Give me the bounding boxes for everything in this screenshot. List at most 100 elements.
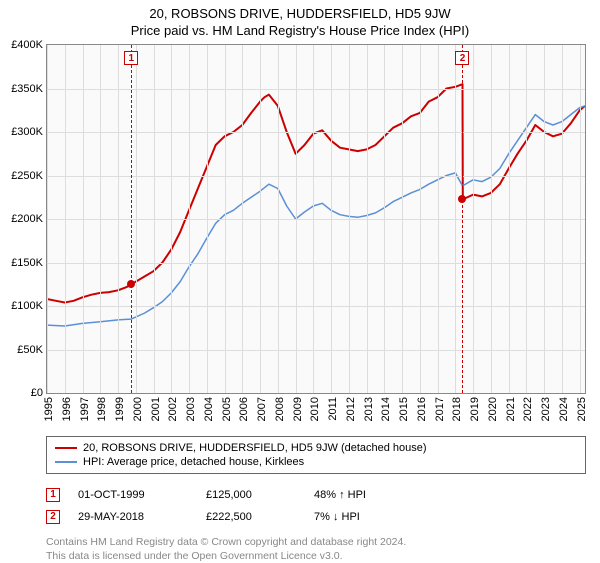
x-tick-label: 1998 — [96, 373, 108, 397]
gridline-v — [438, 45, 439, 393]
y-tick-label: £50K — [17, 344, 43, 356]
chart-container: 20, ROBSONS DRIVE, HUDDERSFIELD, HD5 9JW… — [0, 0, 600, 560]
gridline-h — [47, 176, 585, 177]
plot-area: £0£50K£100K£150K£200K£250K£300K£350K£400… — [46, 44, 586, 394]
x-tick-label: 1995 — [43, 373, 55, 397]
marker-label: 1 — [124, 51, 138, 65]
gridline-v — [562, 45, 563, 393]
transaction-price: £125,000 — [206, 489, 296, 501]
gridline-v — [367, 45, 368, 393]
x-tick-label: 2015 — [398, 373, 410, 397]
x-tick-label: 2010 — [309, 373, 321, 397]
series-hpi — [47, 106, 585, 326]
x-tick-label: 2001 — [150, 373, 162, 397]
x-tick-label: 2022 — [522, 373, 534, 397]
y-tick-label: £350K — [11, 83, 43, 95]
x-tick-label: 2016 — [416, 373, 428, 397]
y-tick-label: £400K — [11, 39, 43, 51]
gridline-v — [384, 45, 385, 393]
gridline-h — [47, 306, 585, 307]
transaction-price: £222,500 — [206, 511, 296, 523]
gridline-v — [455, 45, 456, 393]
y-tick-label: £250K — [11, 170, 43, 182]
x-tick-label: 2006 — [238, 373, 250, 397]
legend-label: HPI: Average price, detached house, Kirk… — [83, 456, 304, 468]
marker-dot — [458, 195, 466, 203]
gridline-v — [402, 45, 403, 393]
gridline-v — [171, 45, 172, 393]
gridline-v — [509, 45, 510, 393]
x-tick-label: 2017 — [434, 373, 446, 397]
chart-subtitle: Price paid vs. HM Land Registry's House … — [0, 21, 600, 44]
transactions-table: 1 01-OCT-1999 £125,000 48% ↑ HPI 2 29-MAY-201… — [46, 484, 586, 528]
gridline-h — [47, 219, 585, 220]
x-tick-label: 1999 — [114, 373, 126, 397]
series-property — [47, 84, 585, 302]
gridline-h — [47, 350, 585, 351]
x-tick-label: 2003 — [185, 373, 197, 397]
gridline-h — [47, 132, 585, 133]
x-tick-label: 2014 — [380, 373, 392, 397]
footnote: Contains HM Land Registry data © Crown c… — [46, 536, 586, 563]
gridline-v — [278, 45, 279, 393]
x-tick-label: 2007 — [256, 373, 268, 397]
gridline-v — [544, 45, 545, 393]
transaction-marker: 1 — [46, 488, 60, 502]
transaction-diff: 48% ↑ HPI — [314, 489, 404, 501]
gridline-v — [83, 45, 84, 393]
x-tick-label: 2021 — [505, 373, 517, 397]
gridline-v — [473, 45, 474, 393]
x-tick-label: 2020 — [487, 373, 499, 397]
y-tick-label: £0 — [31, 387, 43, 399]
x-tick-label: 1996 — [61, 373, 73, 397]
marker-label: 2 — [455, 51, 469, 65]
legend-swatch — [55, 447, 77, 449]
gridline-v — [331, 45, 332, 393]
x-tick-label: 2005 — [221, 373, 233, 397]
legend-item: 20, ROBSONS DRIVE, HUDDERSFIELD, HD5 9JW… — [55, 441, 577, 455]
gridline-v — [47, 45, 48, 393]
below-chart: 20, ROBSONS DRIVE, HUDDERSFIELD, HD5 9JW… — [46, 436, 586, 563]
gridline-v — [526, 45, 527, 393]
gridline-h — [47, 89, 585, 90]
transaction-date: 29-MAY-2018 — [78, 511, 188, 523]
legend: 20, ROBSONS DRIVE, HUDDERSFIELD, HD5 9JW… — [46, 436, 586, 474]
footnote-line: Contains HM Land Registry data © Crown c… — [46, 536, 586, 550]
marker-dot — [127, 280, 135, 288]
legend-label: 20, ROBSONS DRIVE, HUDDERSFIELD, HD5 9JW… — [83, 442, 427, 454]
chart-title: 20, ROBSONS DRIVE, HUDDERSFIELD, HD5 9JW — [0, 0, 600, 21]
marker-line — [131, 45, 132, 393]
gridline-v — [313, 45, 314, 393]
transaction-date: 01-OCT-1999 — [78, 489, 188, 501]
y-tick-label: £100K — [11, 300, 43, 312]
gridline-v — [100, 45, 101, 393]
x-tick-label: 2002 — [167, 373, 179, 397]
gridline-v — [65, 45, 66, 393]
x-tick-label: 2013 — [363, 373, 375, 397]
gridline-v — [207, 45, 208, 393]
gridline-v — [420, 45, 421, 393]
y-tick-label: £200K — [11, 213, 43, 225]
transaction-diff: 7% ↓ HPI — [314, 511, 404, 523]
marker-line — [462, 45, 463, 393]
y-tick-label: £300K — [11, 126, 43, 138]
legend-item: HPI: Average price, detached house, Kirk… — [55, 455, 577, 469]
x-tick-label: 2008 — [274, 373, 286, 397]
x-tick-label: 2025 — [576, 373, 588, 397]
x-tick-label: 2023 — [540, 373, 552, 397]
gridline-v — [136, 45, 137, 393]
x-tick-label: 2004 — [203, 373, 215, 397]
transaction-row: 2 29-MAY-2018 £222,500 7% ↓ HPI — [46, 506, 586, 528]
x-tick-label: 2011 — [327, 373, 339, 397]
x-tick-label: 2024 — [558, 373, 570, 397]
transaction-marker: 2 — [46, 510, 60, 524]
transaction-row: 1 01-OCT-1999 £125,000 48% ↑ HPI — [46, 484, 586, 506]
x-tick-label: 1997 — [79, 373, 91, 397]
gridline-v — [349, 45, 350, 393]
x-tick-label: 2009 — [292, 373, 304, 397]
x-tick-label: 2000 — [132, 373, 144, 397]
gridline-v — [154, 45, 155, 393]
legend-swatch — [55, 461, 77, 463]
gridline-v — [225, 45, 226, 393]
gridline-v — [491, 45, 492, 393]
